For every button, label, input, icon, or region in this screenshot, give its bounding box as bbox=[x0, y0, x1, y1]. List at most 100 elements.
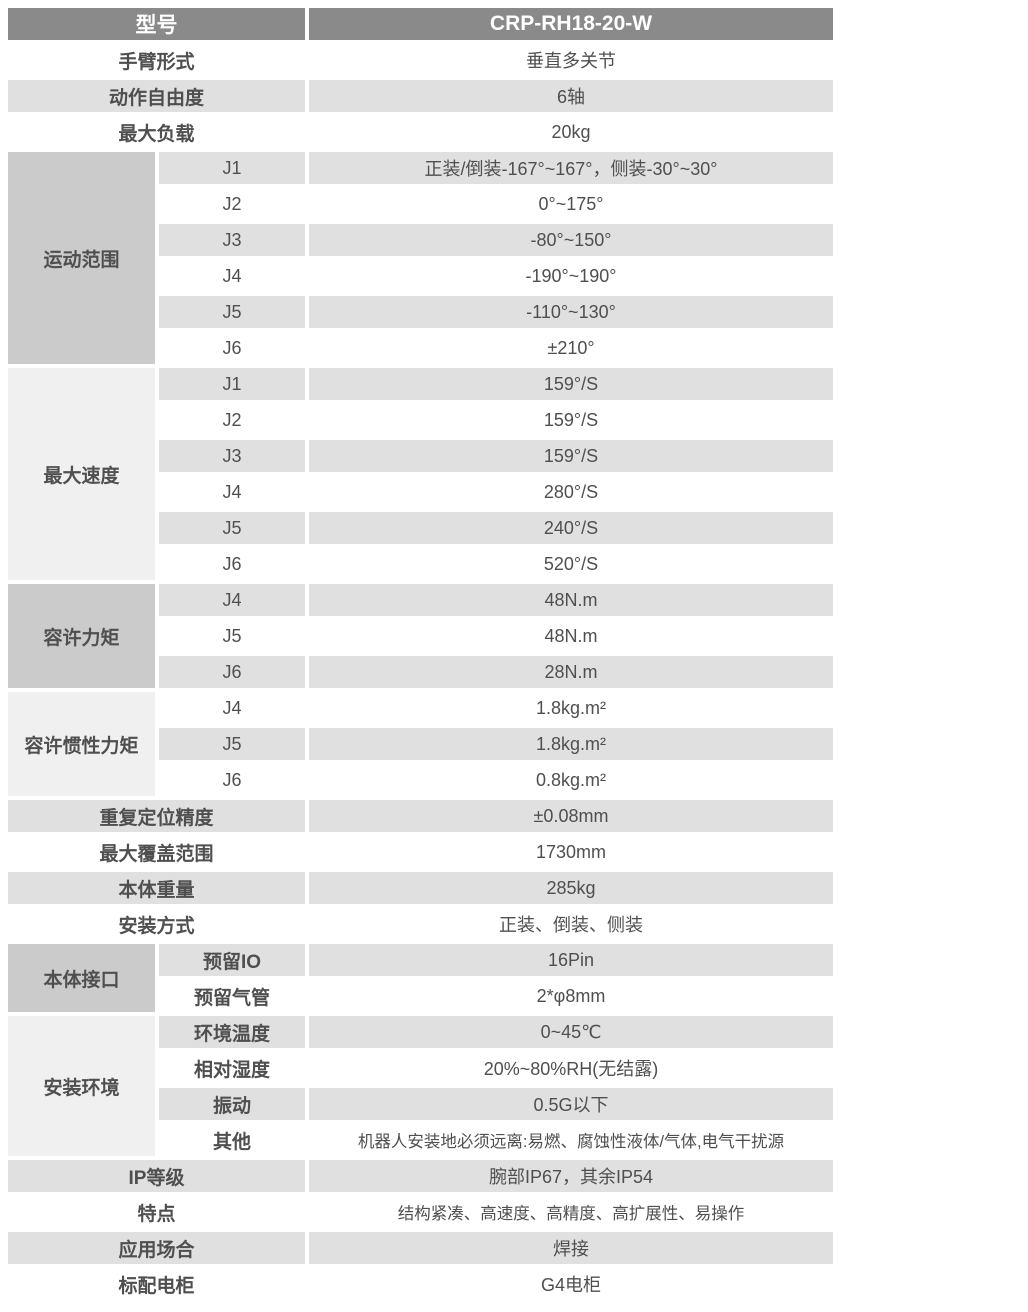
group-rows: J1 159°/S J2 159°/S J3 159°/S J4 280°/S J5 240°/S… bbox=[159, 368, 833, 584]
table-row: J1 159°/S bbox=[159, 368, 833, 400]
sub-label-cell: J6 bbox=[159, 548, 305, 580]
spec-value-cell: 1.8kg.m² bbox=[309, 692, 833, 724]
spec-value-cell: -80°~150° bbox=[309, 224, 833, 256]
sub-label-cell: J2 bbox=[159, 404, 305, 436]
spec-value-cell: 159°/S bbox=[309, 368, 833, 400]
table-row: 相对湿度 20%~80%RH(无结露) bbox=[159, 1052, 833, 1084]
sub-label-cell: J5 bbox=[159, 728, 305, 760]
table-row: IP等级 腕部IP67，其余IP54 bbox=[8, 1160, 833, 1192]
group-rows: J1 正装/倒装-167°~167°，侧装-30°~30° J2 0°~175° J3-… bbox=[159, 152, 833, 368]
spec-label-cell: 应用场合 bbox=[8, 1232, 305, 1264]
spec-value-cell: 159°/S bbox=[309, 404, 833, 436]
spec-value-cell: ±0.08mm bbox=[309, 800, 833, 832]
spec-value-cell: 正装、倒装、侧装 bbox=[309, 908, 833, 940]
spec-value-cell: -190°~190° bbox=[309, 260, 833, 292]
spec-value-cell: 0.5G以下 bbox=[309, 1088, 833, 1120]
table-row: 其他 机器人安装地必须远离:易燃、腐蚀性液体/气体,电气干扰源 bbox=[159, 1124, 833, 1156]
spec-value-cell: 结构紧凑、高速度、高精度、高扩展性、易操作 bbox=[309, 1196, 833, 1228]
sub-label-cell: J4 bbox=[159, 260, 305, 292]
group-label-cell: 容许惯性力矩 bbox=[8, 692, 155, 796]
group-rows: 环境温度 0~45℃ 相对湿度 20%~80%RH(无结露) 振动 0.5G以下 其他 机器人… bbox=[159, 1016, 833, 1160]
table-row: J3 159°/S bbox=[159, 440, 833, 472]
table-row: 动作自由度 6轴 bbox=[8, 80, 833, 112]
table-row: J5 1.8kg.m² bbox=[159, 728, 833, 760]
sub-label-cell: J4 bbox=[159, 584, 305, 616]
table-row: 应用场合 焊接 bbox=[8, 1232, 833, 1264]
spec-value-cell: 正装/倒装-167°~167°，侧装-30°~30° bbox=[309, 152, 833, 184]
sub-label-cell: 预留IO bbox=[159, 944, 305, 976]
group-section: 本体接口 预留IO 16Pin 预留气管 2*φ8mm bbox=[8, 944, 833, 1016]
sub-label-cell: J6 bbox=[159, 656, 305, 688]
table-row: 最大覆盖范围 1730mm bbox=[8, 836, 833, 868]
sub-label-cell: J4 bbox=[159, 476, 305, 508]
group-label-cell: 容许力矩 bbox=[8, 584, 155, 688]
spec-label-cell: 标配电柜 bbox=[8, 1268, 305, 1300]
table-row: 本体重量 285kg bbox=[8, 872, 833, 904]
spec-value-cell: 48N.m bbox=[309, 620, 833, 652]
spec-label-cell: 安装方式 bbox=[8, 908, 305, 940]
sub-label-cell: 环境温度 bbox=[159, 1016, 305, 1048]
spec-value-cell: 1730mm bbox=[309, 836, 833, 868]
spec-value-cell: 0.8kg.m² bbox=[309, 764, 833, 796]
spec-value-cell: 0°~175° bbox=[309, 188, 833, 220]
spec-label-cell: 本体重量 bbox=[8, 872, 305, 904]
spec-label-cell: 最大负载 bbox=[8, 116, 305, 148]
table-row: J5 -110°~130° bbox=[159, 296, 833, 328]
table-row: J6 0.8kg.m² bbox=[159, 764, 833, 796]
sub-label-cell: 相对湿度 bbox=[159, 1052, 305, 1084]
table-row: J5 48N.m bbox=[159, 620, 833, 652]
table-row: 安装方式 正装、倒装、侧装 bbox=[8, 908, 833, 940]
group-rows: 预留IO 16Pin 预留气管 2*φ8mm bbox=[159, 944, 833, 1016]
table-row: J4 -190°~190° bbox=[159, 260, 833, 292]
table-row: 特点 结构紧凑、高速度、高精度、高扩展性、易操作 bbox=[8, 1196, 833, 1228]
spec-value-cell: 240°/S bbox=[309, 512, 833, 544]
spec-value-cell: 0~45℃ bbox=[309, 1016, 833, 1048]
table-row: 重复定位精度 ±0.08mm bbox=[8, 800, 833, 832]
spec-value-cell: 28N.m bbox=[309, 656, 833, 688]
spec-value-cell: 6轴 bbox=[309, 80, 833, 112]
table-row: 预留IO 16Pin bbox=[159, 944, 833, 976]
spec-value-cell: 焊接 bbox=[309, 1232, 833, 1264]
group-rows: J4 48N.m J5 48N.m J6 28N.m bbox=[159, 584, 833, 692]
spec-value-cell: 垂直多关节 bbox=[309, 44, 833, 76]
sub-label-cell: J2 bbox=[159, 188, 305, 220]
table-row: 预留气管 2*φ8mm bbox=[159, 980, 833, 1012]
group-section: 容许惯性力矩 J4 1.8kg.m² J5 1.8kg.m² J6 0.8kg.m² bbox=[8, 692, 833, 800]
sub-label-cell: J5 bbox=[159, 512, 305, 544]
spec-value-cell: ±210° bbox=[309, 332, 833, 364]
sub-label-cell: J5 bbox=[159, 620, 305, 652]
table-row: 振动 0.5G以下 bbox=[159, 1088, 833, 1120]
spec-value-cell: 1.8kg.m² bbox=[309, 728, 833, 760]
model-value-cell: CRP-RH18-20-W bbox=[309, 8, 833, 40]
group-section: 安装环境 环境温度 0~45℃ 相对湿度 20%~80%RH(无结露) 振动 0.5G以下其… bbox=[8, 1016, 833, 1160]
sub-label-cell: J3 bbox=[159, 440, 305, 472]
spec-value-cell: 腕部IP67，其余IP54 bbox=[309, 1160, 833, 1192]
group-label-cell: 最大速度 bbox=[8, 368, 155, 580]
spec-label-cell: 最大覆盖范围 bbox=[8, 836, 305, 868]
sub-label-cell: J1 bbox=[159, 152, 305, 184]
sub-label-cell: J4 bbox=[159, 692, 305, 724]
spec-value-cell: 520°/S bbox=[309, 548, 833, 580]
spec-value-cell: -110°~130° bbox=[309, 296, 833, 328]
group-section: 最大速度 J1 159°/S J2 159°/S J3 159°/S J4 280°/S J5 24… bbox=[8, 368, 833, 584]
table-row: J4 1.8kg.m² bbox=[159, 692, 833, 724]
spec-label-cell: 动作自由度 bbox=[8, 80, 305, 112]
group-label-cell: 本体接口 bbox=[8, 944, 155, 1012]
spec-label-cell: IP等级 bbox=[8, 1160, 305, 1192]
table-row: 环境温度 0~45℃ bbox=[159, 1016, 833, 1048]
sub-label-cell: 预留气管 bbox=[159, 980, 305, 1012]
table-row: J5 240°/S bbox=[159, 512, 833, 544]
table-row: 标配电柜 G4电柜 bbox=[8, 1268, 833, 1300]
sub-label-cell: J6 bbox=[159, 764, 305, 796]
table-row: J6 ±210° bbox=[159, 332, 833, 364]
sub-label-cell: 振动 bbox=[159, 1088, 305, 1120]
group-section: 容许力矩 J4 48N.m J5 48N.m J6 28N.m bbox=[8, 584, 833, 692]
spec-label-cell: 重复定位精度 bbox=[8, 800, 305, 832]
table-row: 手臂形式 垂直多关节 bbox=[8, 44, 833, 76]
spec-value-cell: 48N.m bbox=[309, 584, 833, 616]
table-header-row: 型号 CRP-RH18-20-W bbox=[8, 8, 833, 40]
sub-label-cell: J1 bbox=[159, 368, 305, 400]
spec-value-cell: 280°/S bbox=[309, 476, 833, 508]
sub-label-cell: J6 bbox=[159, 332, 305, 364]
spec-value-cell: 20kg bbox=[309, 116, 833, 148]
